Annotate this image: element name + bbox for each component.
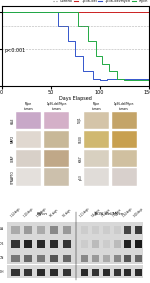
FancyBboxPatch shape — [135, 269, 142, 276]
FancyBboxPatch shape — [112, 168, 137, 186]
Text: 114 days: 114 days — [10, 207, 21, 218]
FancyBboxPatch shape — [16, 112, 41, 129]
FancyBboxPatch shape — [44, 168, 69, 186]
Text: MAP2: MAP2 — [11, 135, 15, 143]
FancyBboxPatch shape — [50, 241, 58, 248]
FancyBboxPatch shape — [103, 241, 110, 248]
FancyBboxPatch shape — [7, 222, 143, 235]
Text: GAPDH: GAPDH — [0, 270, 4, 274]
FancyBboxPatch shape — [7, 265, 143, 278]
FancyBboxPatch shape — [84, 131, 109, 148]
FancyBboxPatch shape — [37, 269, 45, 276]
FancyBboxPatch shape — [37, 255, 45, 262]
Text: p<0.001: p<0.001 — [4, 48, 26, 53]
FancyBboxPatch shape — [103, 226, 110, 234]
FancyBboxPatch shape — [81, 241, 88, 248]
FancyBboxPatch shape — [114, 269, 121, 276]
FancyBboxPatch shape — [84, 168, 109, 186]
FancyBboxPatch shape — [92, 226, 99, 234]
FancyBboxPatch shape — [37, 226, 45, 234]
Text: 71 days: 71 days — [112, 208, 122, 218]
FancyBboxPatch shape — [81, 226, 88, 234]
FancyBboxPatch shape — [11, 269, 20, 276]
FancyBboxPatch shape — [63, 241, 71, 248]
Text: MYCN: MYCN — [0, 256, 4, 260]
FancyBboxPatch shape — [114, 226, 121, 234]
Text: 134 days: 134 days — [122, 207, 133, 218]
Text: SYNAPTO: SYNAPTO — [11, 170, 15, 184]
FancyBboxPatch shape — [24, 241, 32, 248]
Text: 1p36-del/Mycn
tumors: 1p36-del/Mycn tumors — [114, 102, 134, 111]
FancyBboxPatch shape — [44, 131, 69, 148]
X-axis label: Days Elapsed: Days Elapsed — [58, 97, 92, 102]
FancyBboxPatch shape — [103, 255, 110, 262]
FancyBboxPatch shape — [63, 269, 71, 276]
Text: 110 days: 110 days — [23, 207, 34, 218]
FancyBboxPatch shape — [7, 250, 143, 264]
Text: CHD5: CHD5 — [0, 242, 4, 246]
FancyBboxPatch shape — [124, 269, 131, 276]
Text: Mycn
tumors: Mycn tumors — [24, 102, 34, 111]
Text: Ki67: Ki67 — [78, 155, 82, 162]
FancyBboxPatch shape — [16, 131, 41, 148]
FancyBboxPatch shape — [81, 255, 88, 262]
Text: Mycn
tumors: Mycn tumors — [92, 102, 101, 111]
Text: 111 days: 111 days — [79, 207, 90, 218]
FancyBboxPatch shape — [44, 150, 69, 167]
FancyBboxPatch shape — [135, 255, 142, 262]
FancyBboxPatch shape — [50, 269, 58, 276]
FancyBboxPatch shape — [114, 241, 121, 248]
FancyBboxPatch shape — [135, 226, 142, 234]
FancyBboxPatch shape — [124, 255, 131, 262]
Text: 100 days: 100 days — [133, 207, 144, 218]
Text: GFAP: GFAP — [11, 155, 15, 162]
Text: TUJ1: TUJ1 — [78, 117, 82, 124]
Text: H&E: H&E — [11, 117, 15, 124]
FancyBboxPatch shape — [135, 241, 142, 248]
FancyBboxPatch shape — [24, 255, 32, 262]
Legend: Control, 1p36-del, 1p36-del/Mycn, Mycn: Control, 1p36-del, 1p36-del/Mycn, Mycn — [52, 0, 150, 5]
FancyBboxPatch shape — [37, 241, 45, 248]
FancyBboxPatch shape — [112, 150, 137, 167]
Text: 54 days: 54 days — [91, 208, 100, 218]
FancyBboxPatch shape — [11, 255, 20, 262]
Text: ARID1A: ARID1A — [0, 227, 4, 231]
FancyBboxPatch shape — [11, 241, 20, 248]
FancyBboxPatch shape — [63, 255, 71, 262]
FancyBboxPatch shape — [44, 112, 69, 129]
FancyBboxPatch shape — [114, 255, 121, 262]
Text: 90 days: 90 days — [49, 208, 59, 218]
Text: p53: p53 — [78, 174, 82, 180]
FancyBboxPatch shape — [92, 269, 99, 276]
FancyBboxPatch shape — [63, 226, 71, 234]
FancyBboxPatch shape — [50, 255, 58, 262]
FancyBboxPatch shape — [24, 226, 32, 234]
Text: 1p36-del/Mycn: 1p36-del/Mycn — [94, 212, 124, 216]
FancyBboxPatch shape — [124, 241, 131, 248]
FancyBboxPatch shape — [11, 226, 20, 234]
FancyBboxPatch shape — [84, 112, 109, 129]
Text: 115 days: 115 days — [36, 207, 47, 218]
Text: 96 days: 96 days — [62, 208, 72, 218]
Text: Mycn: Mycn — [37, 212, 48, 216]
FancyBboxPatch shape — [7, 236, 143, 250]
Text: 71 days: 71 days — [101, 208, 111, 218]
FancyBboxPatch shape — [24, 269, 32, 276]
FancyBboxPatch shape — [92, 255, 99, 262]
Text: 1p36-del/Mycn
tumors: 1p36-del/Mycn tumors — [46, 102, 67, 111]
FancyBboxPatch shape — [84, 150, 109, 167]
FancyBboxPatch shape — [81, 269, 88, 276]
FancyBboxPatch shape — [112, 131, 137, 148]
FancyBboxPatch shape — [103, 269, 110, 276]
FancyBboxPatch shape — [50, 226, 58, 234]
FancyBboxPatch shape — [16, 168, 41, 186]
FancyBboxPatch shape — [124, 226, 131, 234]
FancyBboxPatch shape — [92, 241, 99, 248]
FancyBboxPatch shape — [16, 150, 41, 167]
Text: S100: S100 — [78, 136, 82, 143]
FancyBboxPatch shape — [112, 112, 137, 129]
